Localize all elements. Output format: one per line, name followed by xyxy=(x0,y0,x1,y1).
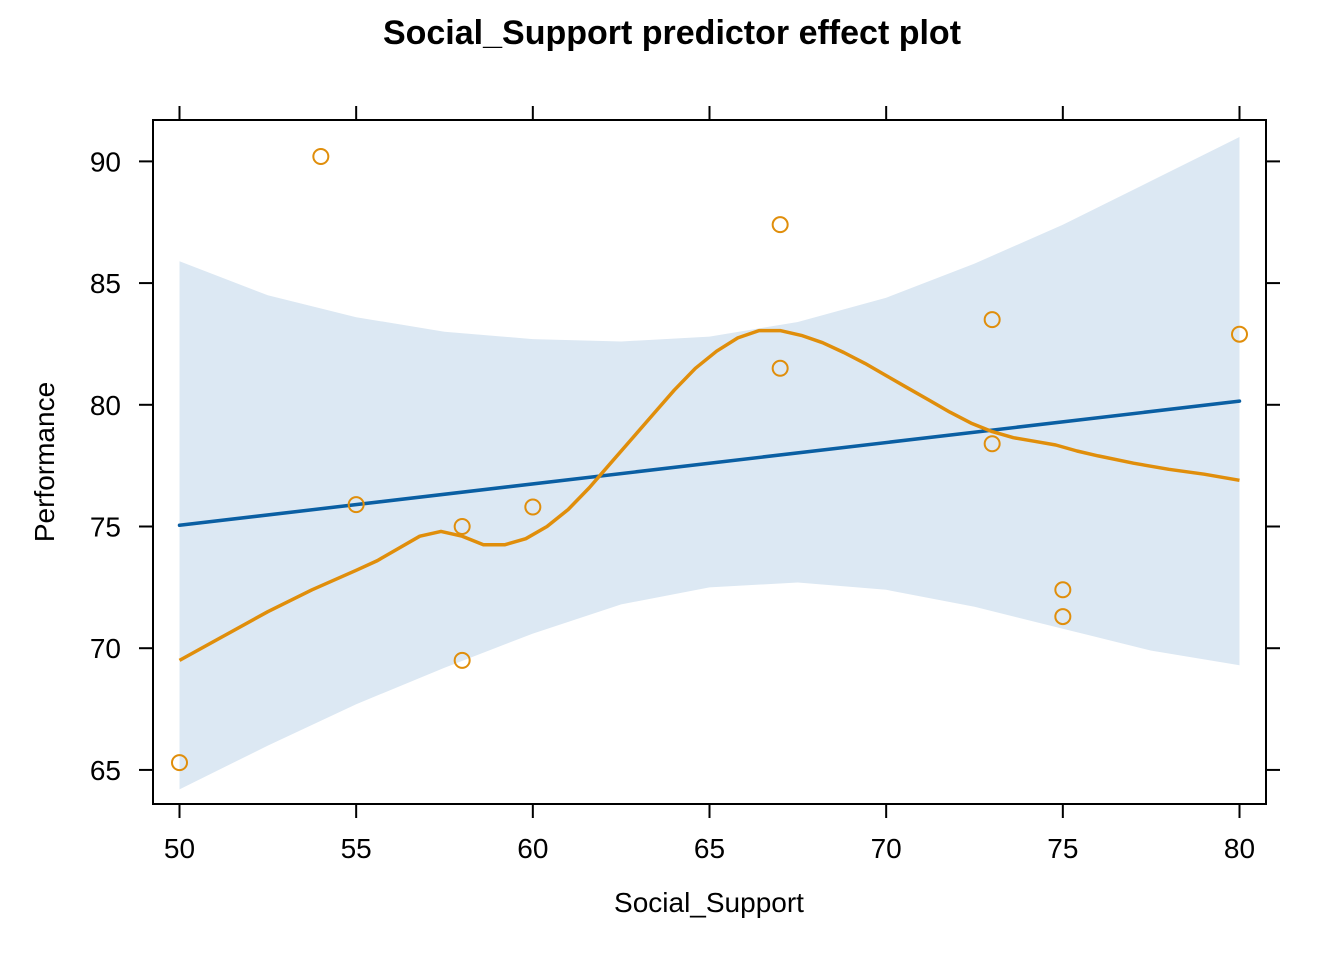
y-tick-label: 85 xyxy=(90,268,121,299)
y-tick-label: 90 xyxy=(90,146,121,177)
y-tick-label: 70 xyxy=(90,633,121,664)
y-tick-label: 75 xyxy=(90,512,121,543)
chart-title: Social_Support predictor effect plot xyxy=(383,14,961,52)
x-tick-label: 50 xyxy=(164,833,195,864)
data-point xyxy=(453,518,471,536)
x-tick-label: 55 xyxy=(341,833,372,864)
y-tick-label: 65 xyxy=(90,755,121,786)
data-point xyxy=(1054,581,1072,599)
data-point xyxy=(312,148,330,166)
x-tick-label: 60 xyxy=(517,833,548,864)
data-point xyxy=(1231,325,1248,343)
x-tick-label: 80 xyxy=(1224,833,1255,864)
data-point xyxy=(771,216,789,234)
x-tick-label: 70 xyxy=(871,833,902,864)
plot-area xyxy=(171,137,1248,790)
smoother-line xyxy=(178,328,1240,662)
data-point xyxy=(1054,608,1072,626)
data-point xyxy=(983,311,1001,329)
fitted-line xyxy=(177,399,1242,528)
data-point xyxy=(347,496,365,514)
axes: 50 55 60 65 70 75 80 65 70 75 80 85 90 xyxy=(90,106,1280,864)
x-tick-label: 75 xyxy=(1047,833,1078,864)
data-point xyxy=(524,498,542,516)
data-point xyxy=(771,359,789,377)
data-point xyxy=(983,435,1001,453)
y-tick-label: 80 xyxy=(90,390,121,421)
data-point xyxy=(171,754,188,772)
y-axis-label: Performance xyxy=(29,382,60,542)
x-axis-label: Social_Support xyxy=(614,887,804,918)
data-point xyxy=(453,651,471,669)
x-tick-label: 65 xyxy=(694,833,725,864)
